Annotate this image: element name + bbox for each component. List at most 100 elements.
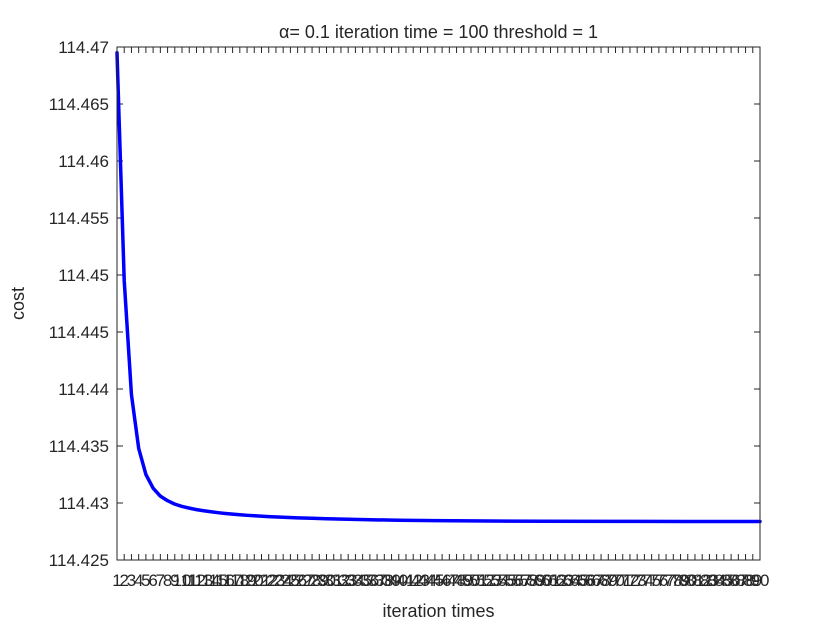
y-tick-label: 114.455 [49, 209, 109, 228]
x-tick-label: 35 [353, 571, 372, 590]
x-tick-label: 8 [163, 571, 172, 590]
x-tick-label: 56 [505, 571, 524, 590]
x-tick-label: 62 [548, 571, 567, 590]
x-tick-label: 80 [678, 571, 697, 590]
x-tick-label: 79 [671, 571, 690, 590]
x-tick-label: 57 [512, 571, 531, 590]
plot-area [117, 47, 760, 560]
x-tick-label: 73 [628, 571, 647, 590]
y-tick-label: 114.43 [58, 494, 109, 513]
x-tick-label: 40 [389, 571, 408, 590]
x-tick-label: 48 [447, 571, 466, 590]
x-tick-label: 32 [332, 571, 351, 590]
x-tick-label: 7 [156, 571, 165, 590]
y-tick-label: 114.425 [49, 551, 109, 570]
x-tick-label: 18 [230, 571, 249, 590]
x-tick-label: 43 [411, 571, 430, 590]
x-tick-label: 30 [317, 571, 336, 590]
y-tick-label: 114.435 [49, 437, 109, 456]
x-tick-label: 16 [216, 571, 235, 590]
x-tick-label: 55 [498, 571, 517, 590]
y-tick-label: 114.44 [58, 380, 109, 399]
x-tick-label: 5 [141, 571, 150, 590]
x-tick-label: 49 [454, 571, 473, 590]
x-tick-label: 24 [274, 571, 293, 590]
x-tick-label: 64 [563, 571, 582, 590]
x-tick-label: 84 [707, 571, 726, 590]
x-tick-label: 46 [433, 571, 452, 590]
x-tick-label: 34 [346, 571, 365, 590]
y-tick-label: 114.45 [58, 266, 109, 285]
x-tick-label: 50 [462, 571, 481, 590]
x-tick-label: 4 [134, 571, 143, 590]
x-tick-label: 33 [339, 571, 358, 590]
x-tick-label: 82 [693, 571, 712, 590]
x-tick-label: 76 [649, 571, 668, 590]
x-tick-label: 60 [534, 571, 553, 590]
x-tick-label: 36 [360, 571, 379, 590]
series-layer [115, 50, 762, 524]
x-tick-label: 26 [288, 571, 307, 590]
x-tick-label: 38 [375, 571, 394, 590]
x-tick-label: 52 [476, 571, 495, 590]
x-tick-label: 11 [180, 571, 198, 590]
x-tick-label: 71 [613, 571, 632, 590]
x-tick-label: 58 [519, 571, 538, 590]
x-tick-label: 9 [170, 571, 179, 590]
x-tick-label: 75 [642, 571, 661, 590]
x-tick-label: 59 [527, 571, 546, 590]
x-tick-label: 39 [382, 571, 401, 590]
x-tick-label: 28 [303, 571, 322, 590]
x-tick-label: 2 [119, 571, 128, 590]
x-tick-label: 72 [620, 571, 639, 590]
x-tick-label: 74 [635, 571, 654, 590]
x-tick-label: 77 [657, 571, 676, 590]
x-tick-label: 45 [425, 571, 444, 590]
x-tick-label: 89 [743, 571, 762, 590]
axes-box [116, 46, 761, 561]
x-tick-label: 29 [310, 571, 329, 590]
x-tick-label: 17 [223, 571, 242, 590]
x-tick-label: 3 [127, 571, 136, 590]
y-axis-label: cost [8, 287, 28, 320]
x-tick-label: 12 [187, 571, 206, 590]
x-tick-label: 6 [148, 571, 157, 590]
x-tick-label: 23 [266, 571, 285, 590]
y-tick-label: 114.46 [58, 152, 109, 171]
x-tick-label: 15 [209, 571, 228, 590]
x-tick-label: 81 [686, 571, 705, 590]
x-tick-label: 47 [440, 571, 459, 590]
x-tick-label: 13 [194, 571, 213, 590]
x-tick-label: 10 [173, 571, 192, 590]
x-tick-label: 83 [700, 571, 719, 590]
x-tick-label: 37 [368, 571, 387, 590]
x-tick-label: 14 [201, 571, 220, 590]
series-line [115, 50, 762, 524]
x-tick-label: 53 [483, 571, 502, 590]
y-tick-label: 114.445 [49, 323, 109, 342]
x-tick-label: 19 [238, 571, 257, 590]
x-tick-label: 22 [259, 571, 278, 590]
x-tick-label: 90 [751, 571, 770, 590]
x-tick-label: 61 [541, 571, 560, 590]
x-tick-label: 87 [729, 571, 748, 590]
x-tick-label: 85 [714, 571, 733, 590]
x-tick-label: 70 [606, 571, 625, 590]
x-tick-label: 21 [252, 571, 271, 590]
x-tick-label: 88 [736, 571, 755, 590]
y-tick-label: 114.47 [58, 38, 109, 57]
x-tick-label: 25 [281, 571, 300, 590]
x-tick-label: 86 [722, 571, 741, 590]
tick-labels: 114.425 114.43 114.435 114.44 114.445 114.45 1… [49, 38, 770, 590]
x-tick-label: 69 [599, 571, 618, 590]
y-tick-label: 114.465 [49, 95, 109, 114]
chart-title: α= 0.1 iteration time = 100 threshold = … [279, 22, 598, 42]
x-tick-label: 41 [397, 571, 416, 590]
x-tick-label: 51 [469, 571, 488, 590]
x-tick-label: 54 [490, 571, 509, 590]
x-tick-label: 67 [584, 571, 603, 590]
x-tick-label: 44 [418, 571, 437, 590]
x-tick-label: 20 [245, 571, 264, 590]
x-axis-label: iteration times [382, 601, 494, 621]
